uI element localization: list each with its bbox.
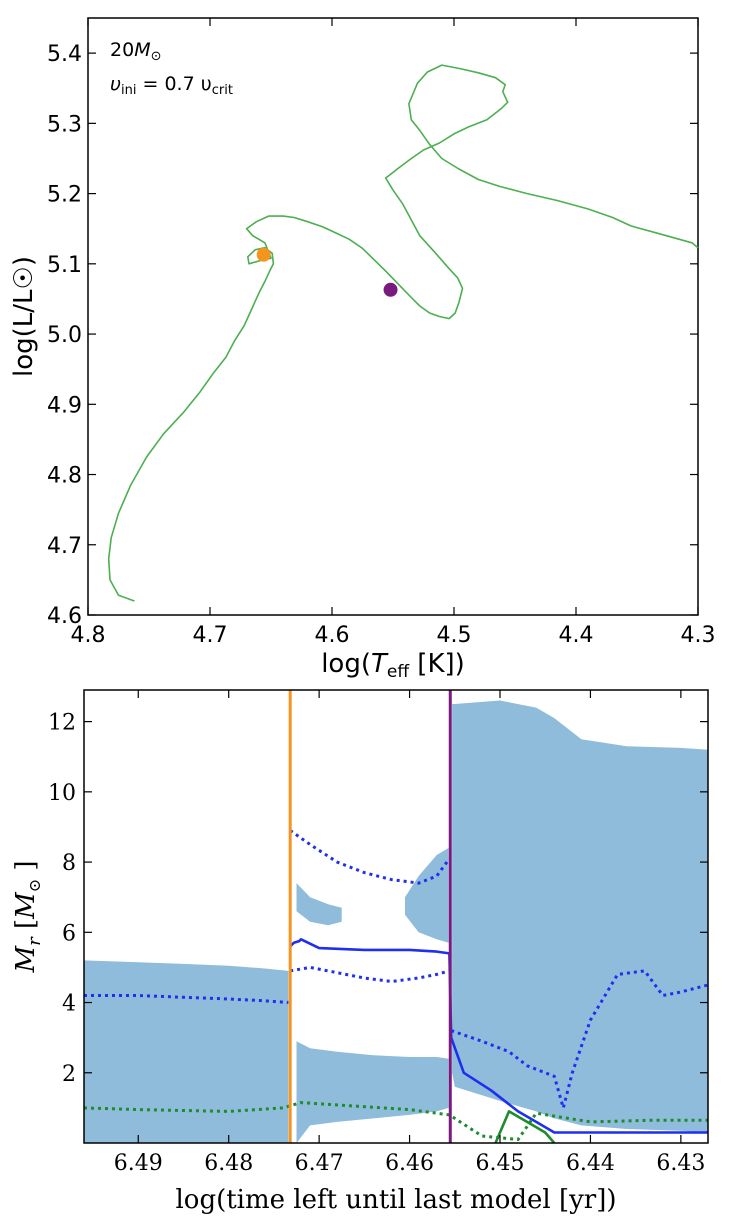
core-convection-early bbox=[84, 960, 289, 1143]
hr-xtick-label: 4.6 bbox=[315, 623, 350, 648]
kip-xtick-label: 6.49 bbox=[114, 1151, 163, 1176]
kip-xtick-label: 6.46 bbox=[385, 1151, 434, 1176]
pre-purple-convection bbox=[405, 848, 449, 943]
shell-convection-mid bbox=[296, 1041, 449, 1143]
kip-xtick-label: 6.43 bbox=[656, 1151, 705, 1176]
hr-ytick-label: 4.9 bbox=[47, 393, 82, 418]
hr-xtick-label: 4.7 bbox=[193, 623, 228, 648]
blue-dotted-lower bbox=[289, 965, 450, 983]
purple-marker bbox=[383, 282, 398, 297]
hr-ytick-label: 5.4 bbox=[47, 42, 82, 67]
hr-ytick-label: 5.3 bbox=[47, 112, 82, 137]
rotation-annotation: υini = 0.7 υcrit bbox=[110, 73, 233, 98]
kippenhahn-frame bbox=[83, 689, 709, 1144]
hr-ytick-label: 5.2 bbox=[47, 183, 82, 208]
hr-ytick-label: 5.0 bbox=[47, 323, 82, 348]
hr-ytick-label: 4.8 bbox=[47, 464, 82, 489]
kip-ytick-label: 2 bbox=[62, 1062, 76, 1087]
kippenhahn-plot-area bbox=[84, 690, 708, 1143]
blue-dotted-upper bbox=[289, 829, 451, 885]
kip-ytick-label: 8 bbox=[62, 851, 76, 876]
hr-track-line bbox=[107, 64, 699, 602]
kip-ytick-label: 10 bbox=[48, 781, 76, 806]
hr-xtick-label: 4.3 bbox=[681, 623, 716, 648]
hr-xtick-label: 4.8 bbox=[71, 623, 106, 648]
kip-xlabel: log(time left until last model [yr]) bbox=[175, 1185, 616, 1215]
green-dotted bbox=[84, 1101, 708, 1141]
kippenhahn-panel: 6.49 6.48 6.47 6.46 6.45 6.44 6.43 2 4 6 8 10 12 log(… bbox=[11, 689, 709, 1215]
hr-ylabel: log(L/L☉) bbox=[9, 256, 39, 377]
kip-xtick-label: 6.45 bbox=[476, 1151, 525, 1176]
hr-plot-frame bbox=[87, 17, 699, 616]
hr-xtick-label: 4.5 bbox=[437, 623, 472, 648]
hr-diagram-panel: 4.8 4.7 4.6 4.5 4.4 4.3 4.6 4.7 4.8 4.9 5.0 5.1 5.2 5… bbox=[9, 17, 716, 682]
intermediate-convection bbox=[296, 883, 342, 926]
kip-ylabel: Mr [M⊙ ] bbox=[11, 860, 45, 973]
envelope-convection-late bbox=[452, 700, 708, 1133]
kip-ytick-label: 12 bbox=[48, 711, 76, 736]
hr-ytick-label: 4.6 bbox=[47, 604, 82, 629]
hr-ytick-label: 5.1 bbox=[47, 253, 82, 278]
hr-xlabel: log(Teff [K]) bbox=[321, 649, 465, 682]
mass-annotation: 20M⊙ bbox=[110, 39, 162, 64]
orange-marker bbox=[256, 247, 271, 262]
kip-ytick-label: 6 bbox=[62, 921, 76, 946]
green-solid bbox=[494, 1110, 556, 1143]
kip-xtick-label: 6.47 bbox=[295, 1151, 344, 1176]
blue-dotted-left bbox=[84, 994, 289, 1004]
blue-dotted-right bbox=[450, 969, 708, 1110]
hr-xtick-label: 4.4 bbox=[559, 623, 594, 648]
kip-ytick-label: 4 bbox=[62, 992, 76, 1017]
hr-ytick-label: 4.7 bbox=[47, 534, 82, 559]
kip-xtick-label: 6.44 bbox=[566, 1151, 615, 1176]
kip-xtick-label: 6.48 bbox=[204, 1151, 253, 1176]
